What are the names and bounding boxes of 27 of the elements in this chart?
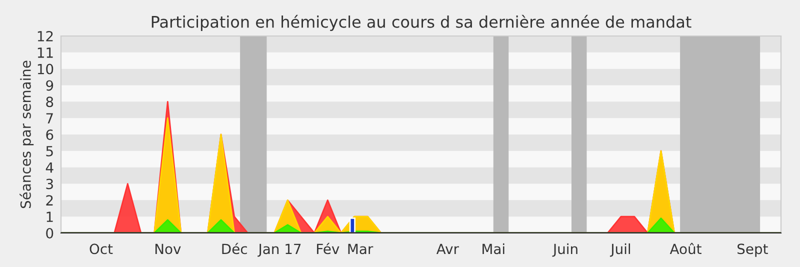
x-tick-label: Juin — [552, 243, 578, 257]
y-tick-label: 2 — [46, 195, 53, 206]
y-tick-label: 3 — [46, 178, 53, 190]
y-tick-label: 8 — [46, 96, 54, 108]
x-tick-label: Sept — [738, 244, 768, 257]
chart-title: Participation en hémicycle au cours d sa dernière année de mandat — [152, 14, 692, 31]
x-tick-label: Avr — [436, 244, 459, 254]
y-tick-label: 4 — [46, 162, 54, 173]
x-tick-label: Mai — [482, 243, 504, 254]
y-tick-label: 10 — [38, 64, 54, 74]
y-tick-label: 12 — [38, 30, 53, 42]
x-tick-label: Juil — [610, 243, 630, 257]
x-tick-label: Fév — [317, 242, 340, 254]
y-tick-label: 11 — [38, 48, 53, 58]
y-tick-label: 6 — [46, 129, 54, 140]
x-tick-label: Déc — [222, 242, 247, 254]
y-tick-label: 0 — [46, 228, 54, 238]
x-tick-label: Nov — [155, 244, 181, 254]
x-tick-label: Août — [670, 242, 702, 254]
y-tick-label: 7 — [46, 113, 53, 124]
x-tick-label: Jan 17 — [258, 244, 301, 257]
x-tick-label: Oct — [90, 244, 113, 254]
y-tick-label: 1 — [46, 212, 53, 222]
y-tick-label: 5 — [46, 146, 53, 156]
y-tick-label: 9 — [46, 80, 54, 91]
y-axis-title: Séances par semaine — [20, 60, 34, 208]
x-tick-label: Mar — [348, 244, 374, 254]
